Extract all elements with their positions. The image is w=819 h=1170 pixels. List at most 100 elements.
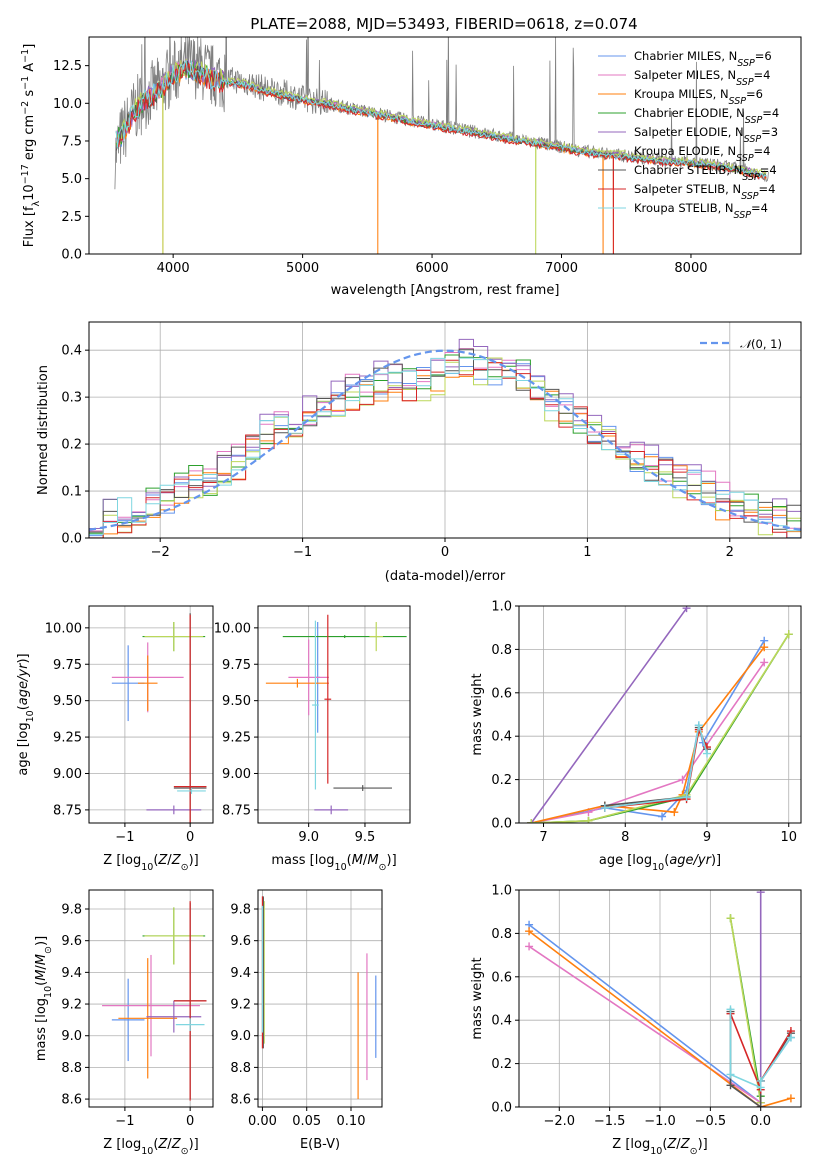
tick-label-y: 0.4 [491, 730, 512, 745]
tick-label-x: 0 [186, 830, 194, 845]
tick-label-x: 0 [186, 1114, 194, 1129]
label-part: (0, 1) [751, 337, 782, 351]
tick-label-y: 0.6 [491, 970, 512, 985]
weight-marker [726, 1070, 735, 1079]
weight-marker [726, 1081, 735, 1090]
label-part: ( [16, 705, 31, 710]
label-part: 10 [22, 184, 37, 201]
label-part: Chabrier ELODIE, N [634, 106, 745, 120]
label-part: Salpeter MILES, N [634, 68, 736, 82]
label-part: )] [387, 853, 397, 868]
tick-label-x: 5000 [286, 261, 319, 276]
errorbar-point-8 [173, 901, 207, 1101]
label-part: SSP [734, 210, 752, 221]
tick-label-y: 0.8 [491, 643, 512, 658]
label-part: ( [664, 853, 669, 868]
tick-label-y: 0.4 [491, 1014, 512, 1029]
tick-label-x: −1.5 [594, 1114, 626, 1129]
x-axis-label: E(B-V) [300, 1137, 340, 1152]
label-part: Salpeter STELIB, N [634, 182, 741, 196]
legend-entry: Salpeter ELODIE, NSSP=3 [634, 125, 778, 145]
tick-label-y: 0.6 [491, 686, 512, 701]
label-part: Z [171, 853, 182, 868]
label-part: Chabrier STELIB, N [634, 163, 742, 177]
label-part: E(B-V) [300, 1137, 340, 1152]
errorbar-point-2 [288, 639, 329, 716]
label-part: SSP [736, 153, 754, 164]
tick-label-x: 9.5 [355, 830, 376, 845]
label-part: age/yr [16, 662, 31, 705]
tick-label-x: 10 [780, 830, 797, 845]
axes-frame [88, 36, 802, 255]
tick-label-x: −1 [115, 1114, 134, 1129]
plot-area-massweight_vs_age [527, 606, 793, 823]
weight-marker [756, 890, 765, 897]
tick-label-y: 8.8 [230, 1061, 251, 1076]
tick-label-y: 8.75 [53, 803, 82, 818]
label-part: ] [22, 44, 37, 49]
weight-line-3 [531, 646, 765, 823]
panel-mass_vs_Z: −1 08.68.89.09.29.49.69.8Z [log10(Z/Z⊙)]m… [34, 889, 214, 1157]
label-part: =4 [754, 144, 771, 158]
figure-title: PLATE=2088, MJD=53493, FIBERID=0618, z=0… [250, 15, 637, 33]
label-part: ( [662, 1137, 667, 1152]
errorbar-point-5 [146, 805, 202, 815]
y-axis-label: mass [log10(M/M⊙)] [34, 936, 54, 1061]
label-part: Z [log [612, 1137, 650, 1152]
errorbar-point-9 [175, 1018, 205, 1031]
label-part: =4 [754, 68, 771, 82]
tick-label-x: 1 [583, 545, 591, 560]
label-part: 10 [141, 1146, 153, 1157]
x-axis-label: Z [log10(Z/Z⊙)] [612, 1137, 707, 1157]
axes-frame [257, 605, 411, 824]
errorbar-point-6 [144, 622, 204, 652]
label-part: ( [347, 853, 352, 868]
tick-label-y: 0.2 [491, 773, 512, 788]
weight-marker [703, 749, 711, 758]
tick-label-y: 0.2 [491, 1057, 512, 1072]
weight-line-5 [530, 607, 688, 823]
errorbar-point-5 [314, 805, 349, 815]
label-part: λ [31, 200, 42, 206]
label-part: )] [34, 936, 49, 946]
label-part: mass [log [271, 853, 334, 868]
label-part: =4 [759, 182, 776, 196]
model-line-9 [115, 59, 767, 179]
weight-marker [786, 1094, 795, 1103]
tick-label-x: 0.0 [750, 1114, 771, 1129]
weight-line-6 [729, 918, 762, 1103]
tick-label-y: 2.5 [61, 210, 82, 225]
tick-label-y: 9.8 [61, 903, 82, 918]
label-part: Kroupa STELIB, N [634, 201, 734, 215]
label-part: age [log [16, 722, 31, 775]
errorbar-point-6 [369, 622, 383, 652]
weight-marker [760, 643, 769, 652]
tick-label-y: 9.6 [61, 934, 82, 949]
tick-label-x: 0.05 [292, 1114, 321, 1129]
tick-label-x: 6000 [416, 261, 449, 276]
label-part: )] [189, 1137, 199, 1152]
tick-label-y: 9.75 [53, 658, 82, 673]
tick-label-y: 10.0 [53, 97, 82, 112]
axes-frame [518, 605, 802, 824]
label-part: −17 [20, 164, 31, 184]
label-part: −2 [20, 101, 31, 115]
weight-marker [525, 927, 534, 936]
tick-label-x: 0.10 [337, 1114, 366, 1129]
x-axis-label: (data-model)/error [385, 569, 506, 584]
x-axis-label: age [log10(age/yr)] [599, 853, 721, 873]
panel-spectrum: 4000 5000 6000 7000 8000 0.0 2.5 5.0 7.5 10.0 12.5… [20, 36, 802, 298]
label-part: age [log [599, 853, 652, 868]
plot-area-mass_vs_Z [102, 901, 207, 1101]
label-part: SSP [745, 115, 763, 126]
label-part: 10 [43, 986, 54, 998]
legend-entry: Salpeter STELIB, NSSP=4 [634, 182, 775, 202]
label-part: =3 [761, 125, 778, 139]
label-part: =4 [760, 163, 777, 177]
tick-label-y: 9.0 [230, 1029, 251, 1044]
label-part: ( [153, 1137, 158, 1152]
tick-label-y: 9.00 [53, 767, 82, 782]
panel-mass_vs_ebv: 0.00 0.05 0.10 8.6 8.8 9.0 9.2 9.4 9.6 9.8 E(B-V) [230, 889, 383, 1152]
y-axis-label: Normed distribution [36, 365, 51, 495]
label-part: SSP [741, 191, 759, 202]
